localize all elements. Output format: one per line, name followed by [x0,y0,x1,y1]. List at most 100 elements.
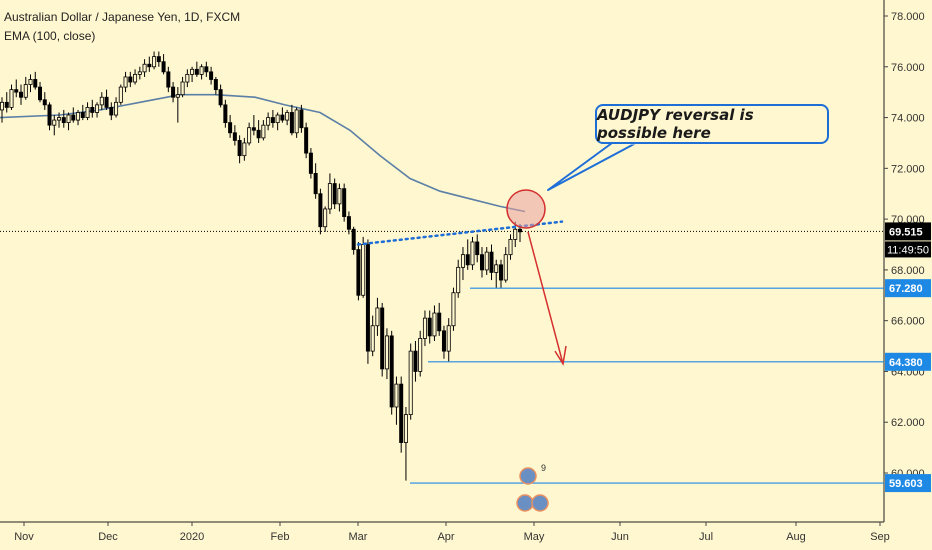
candle-body [14,89,19,93]
candle-body [518,228,523,233]
candle-body [9,89,14,108]
candle-body [361,244,366,296]
candle-body [289,112,294,134]
candle-body [318,193,323,228]
candle-body [57,117,62,121]
candle-body [99,96,104,106]
candle-body [71,114,76,121]
candle-body [52,119,57,126]
time-tick-label: Aug [786,531,806,543]
candle-body [161,61,166,73]
candle-body [128,76,133,83]
candle-body [465,254,470,266]
candle-body [194,68,199,75]
candle-body [256,129,261,139]
candle-body [280,114,285,121]
candle-body [375,307,380,327]
event-marker-icon[interactable] [531,494,549,512]
candle-body [175,94,180,98]
candle-body [389,335,394,408]
candle-body [513,228,518,240]
candle-body [223,104,228,124]
candle-body [427,317,432,337]
candle-body [190,68,195,75]
candle-body [166,71,171,88]
countdown-label: 11:49:50 [887,244,929,256]
candle-body [209,71,214,80]
time-tick-label: Jul [699,531,713,543]
time-tick-label: Mar [349,531,368,543]
time-tick-label: May [524,531,545,543]
candle-body [323,208,328,228]
candle-body [370,325,375,352]
time-tick-label: Dec [98,531,118,543]
candle-body [275,114,280,124]
event-marker-icon[interactable] [519,467,537,485]
candle-body [489,251,494,273]
candle-body [85,107,90,118]
event-marker-icon[interactable] [516,494,534,512]
level-price-label-bg [885,279,931,298]
time-tick-label: Sep [870,531,890,543]
level-price-label: 64.380 [889,357,923,369]
candle-body [114,101,119,116]
candle-body [242,142,247,157]
candle-body [118,86,123,103]
candle-body [42,99,47,106]
candle-body [104,96,109,108]
candle-body [0,101,4,111]
candle-body [261,124,266,139]
candle-body [251,127,256,131]
time-tick-label: 2020 [180,531,204,543]
candle-body [456,266,461,294]
candle-body [380,307,385,370]
candle-body [266,117,271,126]
time-tick-label: Jun [611,531,629,543]
red-arrow-head [554,345,567,366]
candle-body [308,152,313,174]
candle-body [418,338,423,372]
level-price-label-bg [885,352,931,371]
price-tick-label: 62.000 [891,417,925,429]
candle-body [4,101,9,108]
candle-body [399,383,404,443]
current-price-label-bg [885,222,931,241]
candle-body [147,63,152,68]
current-price-label: 69.515 [889,226,923,238]
level-price-label: 67.280 [889,283,923,295]
chart-legend: Australian Dollar / Japanese Yen, 1D, FX… [4,8,240,46]
candle-body [446,325,451,352]
price-tick-label: 72.000 [891,163,925,175]
candle-body [228,122,233,134]
candle-body [156,56,161,63]
candle-body [47,104,52,126]
candle-body [180,81,185,96]
candle-body [247,127,252,144]
candle-body [413,350,418,372]
candle-body [213,79,218,91]
candle-body [185,73,190,83]
price-tick-label: 78.000 [891,11,925,23]
candle-body [432,312,437,337]
candle-body [384,335,389,370]
time-tick-label: Feb [271,531,290,543]
candle-body [19,91,24,98]
candle-body [66,114,71,124]
candle-body [351,228,356,250]
candle-body [137,71,142,75]
candle-body [365,244,370,352]
candle-body [199,66,204,75]
candle-body [23,84,28,98]
candle-body [327,183,332,210]
candle-body [285,112,290,121]
candle-body [437,312,442,332]
candle-body [33,79,38,88]
candle-body [123,76,128,88]
candle-body [76,112,81,121]
indicator-title: EMA (100, close) [4,29,96,43]
time-tick-label: Nov [14,531,34,543]
candle-body [152,56,157,68]
